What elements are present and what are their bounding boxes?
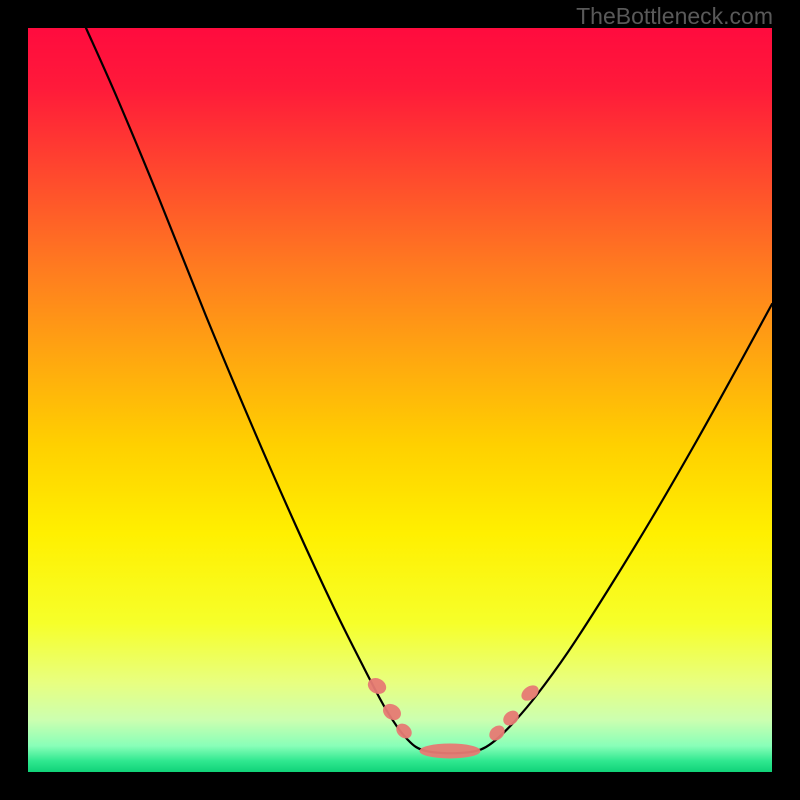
curve-marker xyxy=(487,723,507,743)
curve-marker xyxy=(519,683,541,703)
watermark-text: TheBottleneck.com xyxy=(576,3,773,30)
bottleneck-curve xyxy=(28,28,772,772)
outer-frame xyxy=(0,0,800,800)
marker-group xyxy=(366,676,541,758)
curve-marker xyxy=(420,744,480,758)
curve-path xyxy=(86,28,772,753)
curve-marker xyxy=(501,708,521,727)
curve-marker xyxy=(394,721,414,740)
plot-area xyxy=(28,28,772,772)
